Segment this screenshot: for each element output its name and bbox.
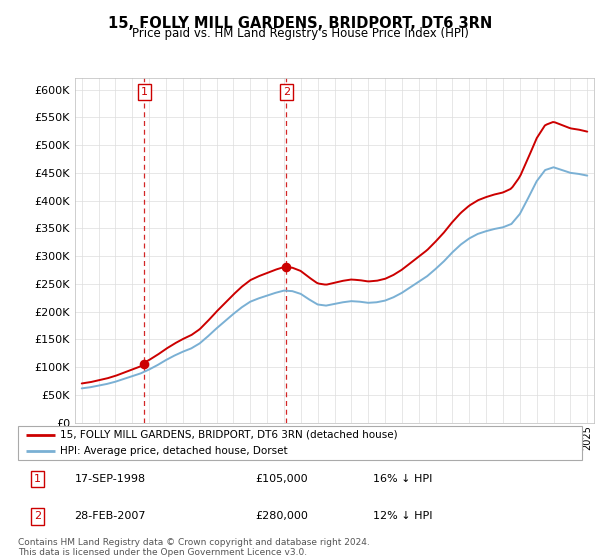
Text: 16% ↓ HPI: 16% ↓ HPI [373,474,433,484]
Text: 15, FOLLY MILL GARDENS, BRIDPORT, DT6 3RN (detached house): 15, FOLLY MILL GARDENS, BRIDPORT, DT6 3R… [60,430,398,440]
Text: 28-FEB-2007: 28-FEB-2007 [74,511,146,521]
Text: HPI: Average price, detached house, Dorset: HPI: Average price, detached house, Dors… [60,446,288,456]
Text: 2: 2 [283,87,290,97]
Text: 1: 1 [141,87,148,97]
Point [281,263,291,272]
Text: 15, FOLLY MILL GARDENS, BRIDPORT, DT6 3RN: 15, FOLLY MILL GARDENS, BRIDPORT, DT6 3R… [108,16,492,31]
Text: £105,000: £105,000 [255,474,308,484]
Text: 12% ↓ HPI: 12% ↓ HPI [373,511,433,521]
Text: 1: 1 [34,474,41,484]
Text: £280,000: £280,000 [255,511,308,521]
Text: Price paid vs. HM Land Registry's House Price Index (HPI): Price paid vs. HM Land Registry's House … [131,27,469,40]
Text: 2: 2 [34,511,41,521]
Text: Contains HM Land Registry data © Crown copyright and database right 2024.
This d: Contains HM Land Registry data © Crown c… [18,538,370,557]
Text: 17-SEP-1998: 17-SEP-1998 [74,474,146,484]
Point [139,360,149,369]
FancyBboxPatch shape [18,426,582,460]
